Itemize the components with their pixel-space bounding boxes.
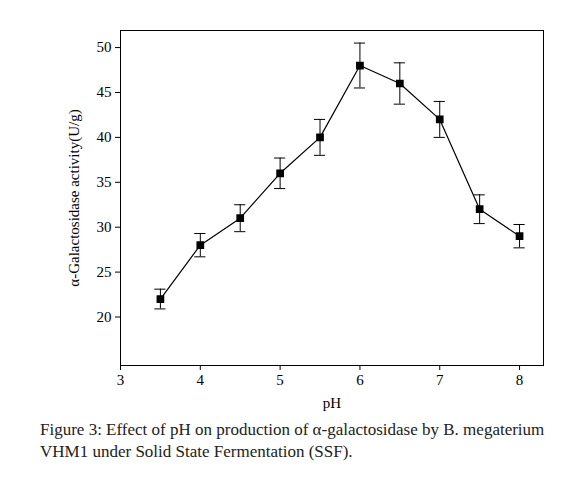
- svg-text:6: 6: [356, 372, 364, 388]
- svg-text:40: 40: [97, 129, 112, 145]
- html-text:Figure 3: Effect of pH on prod: Figure 3: Effect of pH on production of …: [40, 420, 545, 462]
- svg-text:7: 7: [436, 372, 444, 388]
- svg-text:3: 3: [117, 372, 125, 388]
- svg-text:5: 5: [276, 372, 284, 388]
- svg-text:4: 4: [197, 372, 205, 388]
- svg-text:50: 50: [97, 39, 112, 55]
- svg-text:α-Galactosidase activity(U/g): α-Galactosidase activity(U/g): [66, 109, 83, 286]
- svg-text:35: 35: [97, 174, 112, 190]
- svg-text:25: 25: [97, 264, 112, 280]
- svg-text:45: 45: [97, 84, 112, 100]
- svg-text:20: 20: [97, 309, 112, 325]
- svg-text:30: 30: [97, 219, 112, 235]
- svg-text:8: 8: [516, 372, 524, 388]
- svg-text:pH: pH: [323, 395, 342, 411]
